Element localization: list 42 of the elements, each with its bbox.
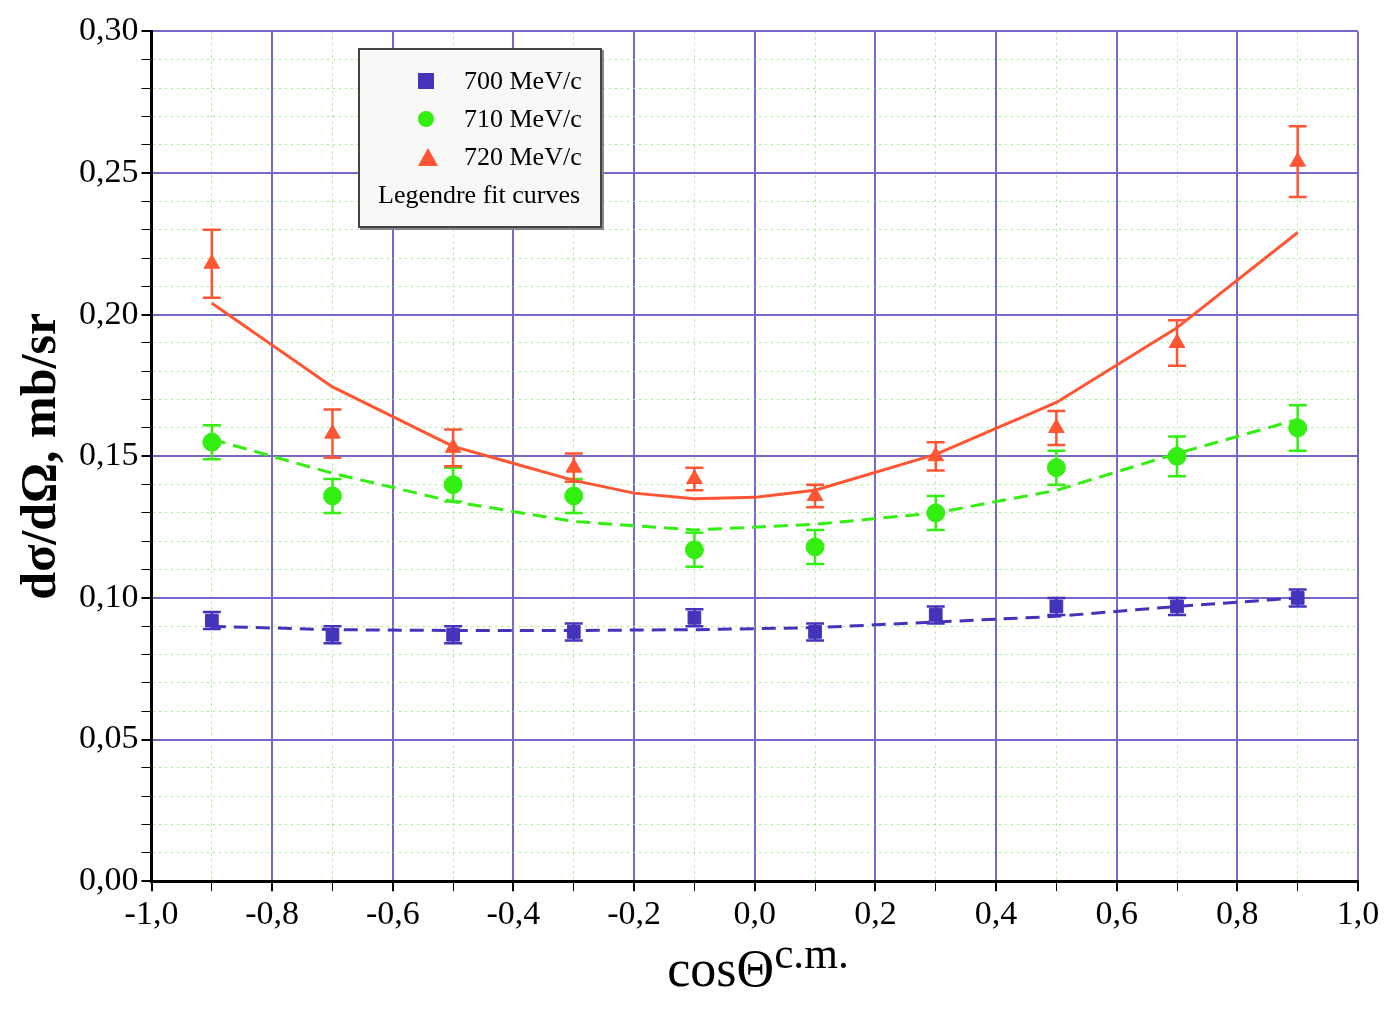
point (926, 503, 946, 523)
point (805, 537, 825, 557)
y-tick-label: 0,20 (79, 293, 139, 331)
legend-label: 700 MeV/c (464, 65, 582, 97)
x-tick-label: -0,4 (486, 893, 541, 931)
x-tick-label: 0,0 (733, 893, 776, 931)
point (564, 486, 584, 506)
x-tick-label: 0,4 (974, 893, 1018, 931)
point (1168, 333, 1186, 348)
y-tick-label: 0,10 (79, 576, 139, 614)
point (927, 446, 945, 462)
y-tick-label: 0,15 (79, 435, 139, 473)
x-tick-label: 0,6 (1095, 893, 1138, 931)
point (203, 254, 221, 269)
point (1046, 458, 1066, 478)
annotation: Legendre fit curves (378, 179, 582, 211)
point (806, 486, 824, 501)
legend-label: 720 MeV/c (464, 141, 582, 173)
x-tick-label: -0,8 (245, 893, 300, 931)
point (686, 469, 703, 484)
x-tick-label: -0,2 (607, 893, 662, 931)
point (443, 475, 463, 495)
x-tick-label: 0,2 (854, 893, 897, 931)
y-tick-label: 0,30 (79, 10, 139, 48)
point (1167, 446, 1187, 466)
y-tick-label: 0,05 (79, 718, 139, 756)
point (202, 432, 222, 452)
y-tick-label: 0,25 (79, 151, 139, 189)
point (1048, 418, 1065, 433)
point (1289, 152, 1306, 167)
legend-label: 710 MeV/c (464, 103, 582, 135)
point (684, 540, 704, 560)
x-tick-label: -0,6 (365, 893, 420, 931)
y-axis-title: dσ/dΩ, mb/sr (9, 312, 66, 600)
x-axis-title: cosΘ$^{c.m.}$ (667, 929, 849, 998)
x-tick-label: 0,8 (1216, 893, 1259, 931)
point (444, 438, 462, 453)
point (322, 486, 342, 506)
point (324, 424, 341, 439)
point (565, 458, 583, 473)
x-tick-label: 1,0 (1336, 893, 1380, 931)
point (1288, 418, 1308, 438)
